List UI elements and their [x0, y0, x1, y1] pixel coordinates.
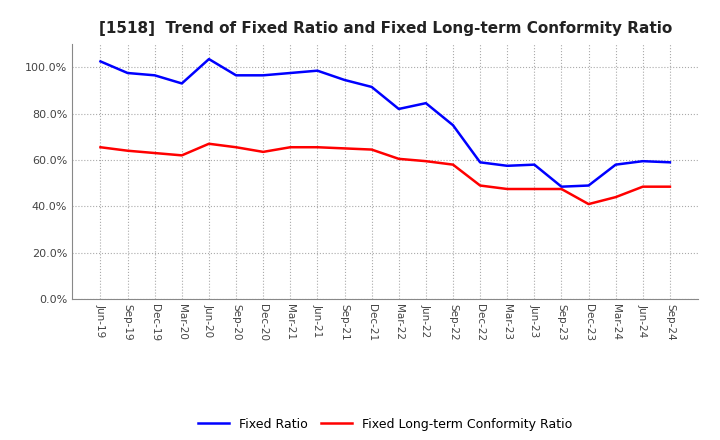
Fixed Ratio — [639, 158, 647, 164]
Fixed Ratio — [123, 70, 132, 76]
Fixed Ratio — [421, 100, 430, 106]
Fixed Ratio — [96, 59, 105, 64]
Fixed Ratio — [449, 123, 457, 128]
Fixed Ratio — [557, 184, 566, 189]
Fixed Long-term Conformity Ratio — [476, 183, 485, 188]
Fixed Ratio — [367, 84, 376, 90]
Fixed Long-term Conformity Ratio — [395, 156, 403, 161]
Fixed Ratio — [665, 160, 674, 165]
Fixed Ratio — [232, 73, 240, 78]
Fixed Long-term Conformity Ratio — [286, 145, 294, 150]
Fixed Long-term Conformity Ratio — [96, 145, 105, 150]
Fixed Ratio — [530, 162, 539, 167]
Fixed Long-term Conformity Ratio — [123, 148, 132, 154]
Fixed Long-term Conformity Ratio — [150, 150, 159, 156]
Fixed Ratio — [150, 73, 159, 78]
Fixed Long-term Conformity Ratio — [611, 194, 620, 200]
Fixed Ratio — [313, 68, 322, 73]
Fixed Ratio — [178, 81, 186, 86]
Fixed Ratio — [204, 56, 213, 62]
Fixed Ratio — [259, 73, 268, 78]
Legend: Fixed Ratio, Fixed Long-term Conformity Ratio: Fixed Ratio, Fixed Long-term Conformity … — [193, 413, 577, 436]
Fixed Ratio — [341, 77, 349, 83]
Fixed Long-term Conformity Ratio — [530, 187, 539, 192]
Line: Fixed Long-term Conformity Ratio: Fixed Long-term Conformity Ratio — [101, 144, 670, 204]
Fixed Long-term Conformity Ratio — [503, 187, 511, 192]
Fixed Long-term Conformity Ratio — [232, 145, 240, 150]
Fixed Ratio — [611, 162, 620, 167]
Fixed Long-term Conformity Ratio — [313, 145, 322, 150]
Fixed Ratio — [503, 163, 511, 169]
Fixed Long-term Conformity Ratio — [449, 162, 457, 167]
Fixed Long-term Conformity Ratio — [341, 146, 349, 151]
Fixed Ratio — [395, 106, 403, 112]
Fixed Long-term Conformity Ratio — [639, 184, 647, 189]
Fixed Long-term Conformity Ratio — [557, 187, 566, 192]
Fixed Long-term Conformity Ratio — [584, 202, 593, 207]
Fixed Long-term Conformity Ratio — [204, 141, 213, 147]
Fixed Ratio — [476, 160, 485, 165]
Fixed Ratio — [286, 70, 294, 76]
Fixed Long-term Conformity Ratio — [665, 184, 674, 189]
Fixed Long-term Conformity Ratio — [421, 158, 430, 164]
Fixed Long-term Conformity Ratio — [178, 153, 186, 158]
Title: [1518]  Trend of Fixed Ratio and Fixed Long-term Conformity Ratio: [1518] Trend of Fixed Ratio and Fixed Lo… — [99, 21, 672, 36]
Line: Fixed Ratio: Fixed Ratio — [101, 59, 670, 187]
Fixed Long-term Conformity Ratio — [367, 147, 376, 152]
Fixed Long-term Conformity Ratio — [259, 149, 268, 154]
Fixed Ratio — [584, 183, 593, 188]
